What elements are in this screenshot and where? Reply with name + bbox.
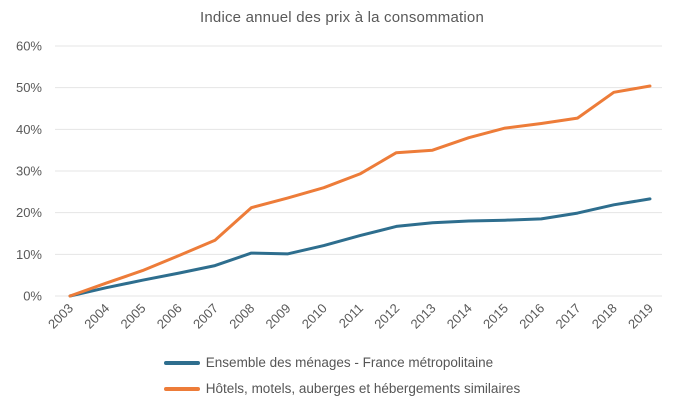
x-tick-label: 2019	[625, 301, 656, 332]
x-tick-label: 2010	[299, 301, 330, 332]
x-tick-label: 2012	[371, 301, 402, 332]
x-tick-label: 2009	[263, 301, 294, 332]
chart-title: Indice annuel des prix à la consommation	[200, 9, 484, 26]
x-tick-label: 2004	[81, 301, 112, 332]
x-tick-label: 2005	[118, 301, 149, 332]
x-tick-label: 2011	[336, 301, 366, 331]
line-series-1	[68, 84, 652, 298]
legend-label-hotels: Hôtels, motels, auberges et hébergements…	[205, 381, 521, 396]
y-tick-label: 50%	[16, 80, 42, 95]
x-tick-label: 2013	[408, 301, 439, 332]
x-tick-label: 2008	[226, 301, 257, 332]
y-tick-label: 10%	[16, 247, 42, 262]
legend-item-households: Ensemble des ménages - France métropolit…	[163, 353, 520, 372]
x-tick-label: 2007	[190, 301, 221, 332]
x-tick-label: 2017	[553, 301, 584, 332]
y-tick-label: 40%	[16, 122, 42, 137]
legend-swatch-households	[163, 360, 200, 365]
legend-label-households: Ensemble des ménages - France métropolit…	[205, 355, 494, 370]
x-tick-label: 2015	[480, 301, 511, 332]
x-tick-label: 2006	[154, 301, 185, 332]
y-tick-label: 0%	[23, 289, 42, 304]
y-tick-label: 30%	[16, 164, 42, 179]
legend-item-hotels: Hôtels, motels, auberges et hébergements…	[163, 379, 521, 398]
x-tick-label: 2016	[516, 301, 547, 332]
plot-area: 0% 10% 20% 30% 40% 50% 60% 2003 2004 2005 2006 2007…	[16, 39, 662, 332]
y-tick-label: 60%	[16, 39, 42, 54]
legend-swatch-hotels	[163, 386, 200, 391]
y-tick-label: 20%	[16, 205, 42, 220]
x-tick-label: 2018	[589, 301, 620, 332]
legend: Ensemble des ménages - France métropolit…	[163, 353, 521, 398]
x-tick-label: 2014	[444, 301, 475, 332]
x-tick-label: 2003	[45, 301, 76, 332]
line-series-0	[68, 197, 652, 298]
